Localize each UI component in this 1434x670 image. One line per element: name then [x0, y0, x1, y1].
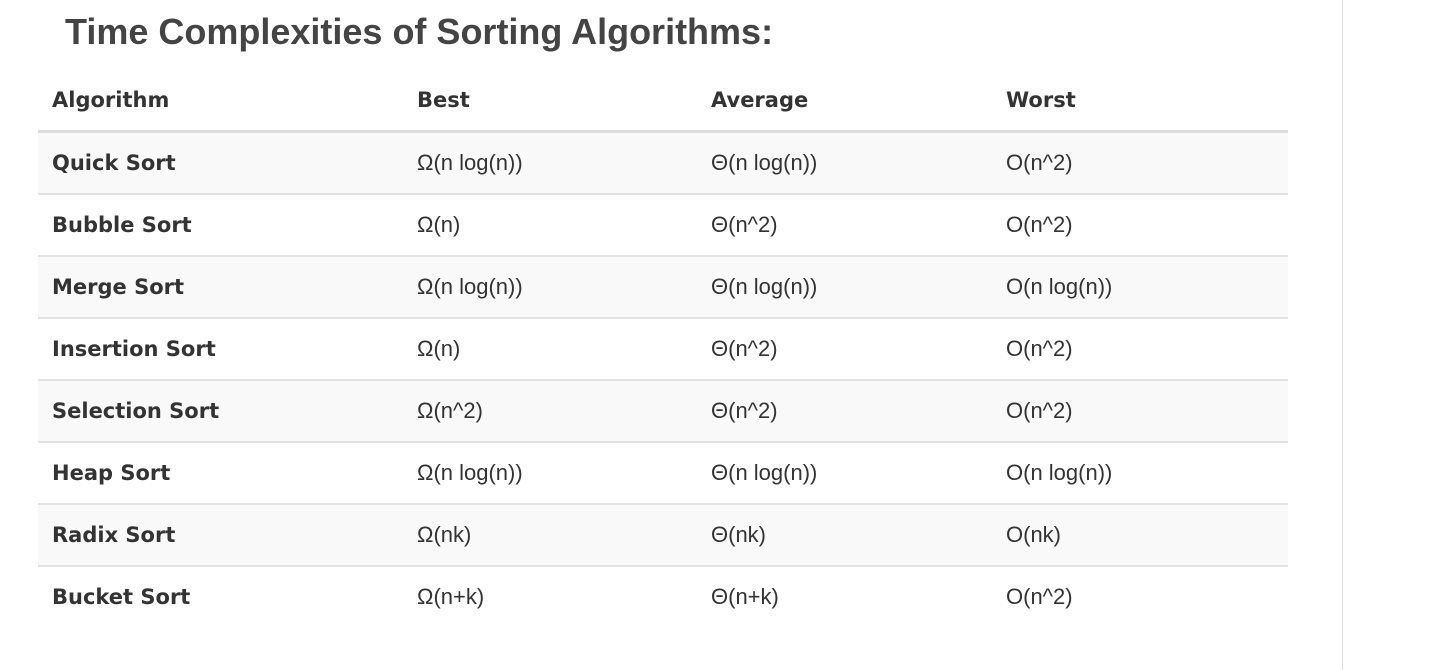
complexity-table: Algorithm Best Average Worst Quick Sort … [38, 70, 1288, 627]
header-worst: Worst [992, 70, 1288, 133]
header-algorithm: Algorithm [38, 70, 403, 133]
cell-algorithm: Selection Sort [38, 379, 403, 442]
cell-worst: O(n^2) [992, 317, 1288, 380]
cell-average: Θ(n log(n)) [697, 255, 992, 318]
header-row: Algorithm Best Average Worst [38, 70, 1288, 133]
table-row: Quick Sort Ω(n log(n)) Θ(n log(n)) O(n^2… [38, 131, 1288, 194]
page-title: Time Complexities of Sorting Algorithms: [65, 11, 774, 52]
header-best: Best [403, 70, 697, 133]
table-header: Algorithm Best Average Worst [38, 70, 1288, 133]
cell-average: Θ(n log(n)) [697, 441, 992, 504]
cell-worst: O(n^2) [992, 565, 1288, 627]
cell-algorithm: Radix Sort [38, 503, 403, 566]
cell-best: Ω(n+k) [403, 565, 697, 627]
cell-average: Θ(n^2) [697, 379, 992, 442]
cell-algorithm: Quick Sort [38, 131, 403, 194]
cell-best: Ω(n log(n)) [403, 255, 697, 318]
table-row: Bubble Sort Ω(n) Θ(n^2) O(n^2) [38, 193, 1288, 256]
cell-worst: O(nk) [992, 503, 1288, 566]
cell-worst: O(n log(n)) [992, 255, 1288, 318]
cell-algorithm: Bucket Sort [38, 565, 403, 627]
cell-algorithm: Merge Sort [38, 255, 403, 318]
cell-best: Ω(n) [403, 193, 697, 256]
content-divider [1342, 0, 1343, 670]
header-average: Average [697, 70, 992, 133]
table-row: Heap Sort Ω(n log(n)) Θ(n log(n)) O(n lo… [38, 441, 1288, 504]
cell-algorithm: Bubble Sort [38, 193, 403, 256]
cell-average: Θ(n^2) [697, 193, 992, 256]
cell-best: Ω(n) [403, 317, 697, 380]
cell-average: Θ(n+k) [697, 565, 992, 627]
cell-algorithm: Insertion Sort [38, 317, 403, 380]
cell-best: Ω(n log(n)) [403, 441, 697, 504]
table-row: Radix Sort Ω(nk) Θ(nk) O(nk) [38, 503, 1288, 566]
cell-algorithm: Heap Sort [38, 441, 403, 504]
cell-worst: O(n^2) [992, 193, 1288, 256]
table-row: Insertion Sort Ω(n) Θ(n^2) O(n^2) [38, 317, 1288, 380]
cell-average: Θ(n^2) [697, 317, 992, 380]
cell-average: Θ(nk) [697, 503, 992, 566]
cell-average: Θ(n log(n)) [697, 131, 992, 194]
cell-best: Ω(nk) [403, 503, 697, 566]
table-body: Quick Sort Ω(n log(n)) Θ(n log(n)) O(n^2… [38, 131, 1288, 627]
cell-best: Ω(n^2) [403, 379, 697, 442]
table-row: Merge Sort Ω(n log(n)) Θ(n log(n)) O(n l… [38, 255, 1288, 318]
cell-worst: O(n^2) [992, 131, 1288, 194]
cell-best: Ω(n log(n)) [403, 131, 697, 194]
cell-worst: O(n^2) [992, 379, 1288, 442]
table-row: Bucket Sort Ω(n+k) Θ(n+k) O(n^2) [38, 565, 1288, 627]
table-row: Selection Sort Ω(n^2) Θ(n^2) O(n^2) [38, 379, 1288, 442]
cell-worst: O(n log(n)) [992, 441, 1288, 504]
